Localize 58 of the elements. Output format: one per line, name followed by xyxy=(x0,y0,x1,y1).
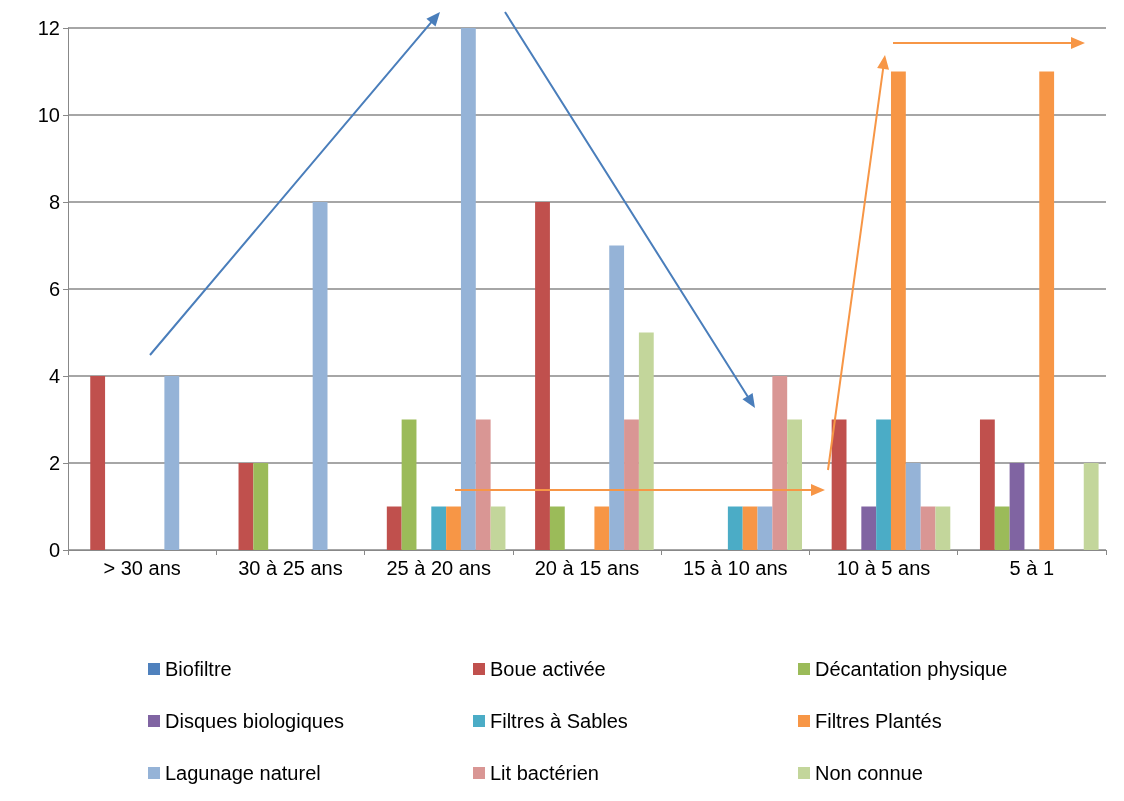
bar xyxy=(238,463,254,550)
bar xyxy=(475,419,491,550)
bar xyxy=(90,376,106,550)
bar xyxy=(876,419,891,550)
bar xyxy=(979,419,995,550)
legend-label: Lagunage naturel xyxy=(165,762,321,784)
legend-label: Disques biologiques xyxy=(165,710,345,732)
legend-label: Lit bactérien xyxy=(490,762,599,784)
y-tick-label: 8 xyxy=(48,191,60,213)
bar xyxy=(460,28,476,550)
bar xyxy=(638,332,654,550)
x-tick-label: 25 à 20 ans xyxy=(386,557,491,579)
bar xyxy=(594,506,610,550)
x-tick-label: 10 à 5 ans xyxy=(836,557,931,579)
legend-label: Boue activée xyxy=(490,658,606,680)
y-tick-label: 2 xyxy=(48,452,60,474)
legend-label: Filtres Plantés xyxy=(815,710,942,732)
bar xyxy=(787,419,803,550)
y-tick-label: 10 xyxy=(37,104,60,126)
bar xyxy=(905,463,921,550)
legend-label: Filtres à Sables xyxy=(490,710,628,732)
bar xyxy=(490,506,506,550)
bar xyxy=(253,463,269,550)
x-tick-label: 20 à 15 ans xyxy=(534,557,640,579)
legend-label: Biofiltre xyxy=(165,658,232,680)
bar xyxy=(446,506,461,550)
bar xyxy=(609,245,625,550)
y-tick-label: 4 xyxy=(48,365,60,387)
bar xyxy=(431,506,447,550)
bar xyxy=(920,506,936,550)
legend-label: Décantation physique xyxy=(815,658,1008,680)
bar xyxy=(312,202,328,550)
x-tick-label: 5 à 1 xyxy=(1009,557,1055,579)
bar xyxy=(757,506,773,550)
y-tick-label: 0 xyxy=(48,539,60,561)
bar xyxy=(727,506,743,550)
bar xyxy=(386,506,402,550)
x-tick-label: 15 à 10 ans xyxy=(683,557,788,579)
bar xyxy=(772,376,788,550)
bar xyxy=(1039,71,1055,550)
bar xyxy=(994,506,1010,550)
y-tick-label: 6 xyxy=(48,278,60,300)
y-tick-label: 12 xyxy=(37,17,60,39)
bar xyxy=(935,506,951,550)
bar xyxy=(1009,463,1025,550)
legend-label: Non connue xyxy=(815,762,923,784)
bar xyxy=(401,419,417,550)
bar xyxy=(624,419,639,550)
bar xyxy=(861,506,877,550)
x-tick-label: > 30 ans xyxy=(103,557,181,579)
x-tick-label: 30 à 25 ans xyxy=(238,557,343,579)
bar xyxy=(1083,463,1099,550)
bar xyxy=(535,202,550,550)
bar xyxy=(890,71,906,550)
bar xyxy=(549,506,565,550)
bar xyxy=(831,419,847,550)
bar xyxy=(742,506,758,550)
bar xyxy=(164,376,180,550)
